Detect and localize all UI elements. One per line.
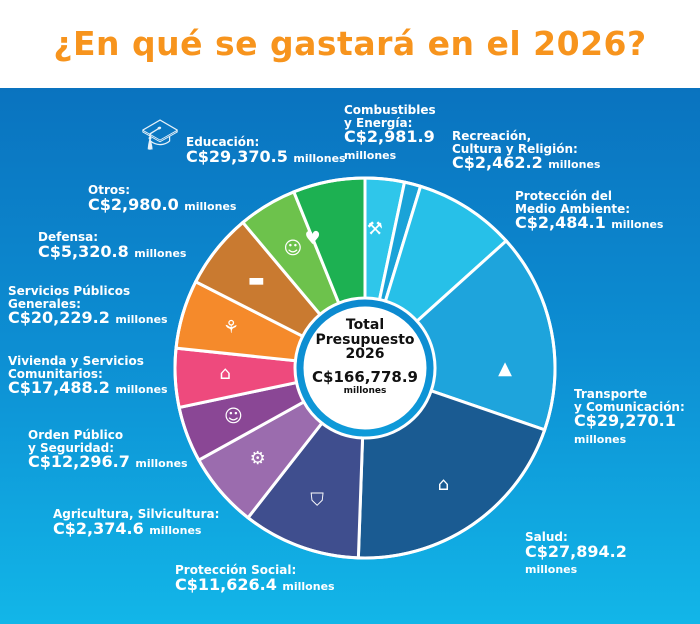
label-servicios-publicos: Servicios Públicos Generales: C$20,229.2 … — [8, 284, 168, 328]
public-services-icon: ⚘ — [223, 317, 239, 338]
label-otros: Otros: C$2,980.0 millones — [88, 183, 237, 214]
page-title: ¿En qué se gastará en el 2026? — [53, 24, 647, 63]
tractor-icon: ⚙ — [250, 448, 266, 469]
heart-cross-icon: ♥ — [304, 228, 320, 249]
theater-masks-icon: ☺ — [284, 238, 303, 259]
header: ¿En qué se gastará en el 2026? — [0, 0, 700, 88]
outer-ring — [173, 176, 557, 560]
road-icon: ▲ — [498, 358, 512, 379]
total-budget: Total Presupuesto 2026 C$166,778.9 millo… — [305, 318, 425, 396]
label-defensa: Defensa: C$5,320.8 millones — [38, 230, 187, 261]
label-proteccion-social: Protección Social: C$11,626.4 millones — [175, 563, 335, 594]
family-icon: ☺ — [224, 406, 243, 427]
label-salud: Salud: C$27,894.2 millones — [525, 530, 627, 577]
label-orden-publico: Orden Público y Seguridad: C$12,296.7 mil… — [28, 428, 188, 472]
label-agricultura: Agricultura, Silvicultura: C$2,374.6 mill… — [53, 507, 220, 538]
shield-icon: ⛉ — [310, 490, 324, 511]
tank-icon: ▬ — [248, 270, 265, 291]
total-label: Total Presupuesto 2026 — [315, 317, 415, 363]
graduation-cap-icon: 🎓︎ — [140, 118, 180, 153]
label-educacion: Educación: C$29,370.5 millones — [186, 135, 346, 166]
label-vivienda: Vivienda y Servicios Comunitarios: C$17,4… — [8, 354, 168, 398]
total-amount: C$166,778.9 — [312, 368, 418, 387]
label-recreacion: Recreación, Cultura y Religión: C$2,462.2… — [452, 129, 601, 173]
oil-rig-icon: ⚒ — [367, 218, 383, 239]
house-icon: ⌂ — [219, 363, 230, 384]
center-hole — [303, 306, 427, 430]
label-medio-ambiente: Protección del Medio Ambiente: C$2,484.1 … — [515, 189, 664, 233]
label-transporte: Transporte y Comunicación: C$29,270.1 mill… — [574, 387, 685, 446]
total-unit: millones — [343, 386, 387, 397]
label-combustibles: Combustibles y Energía: C$2,981.9 millones — [344, 103, 436, 162]
health-house-icon: ⌂ — [438, 474, 449, 495]
